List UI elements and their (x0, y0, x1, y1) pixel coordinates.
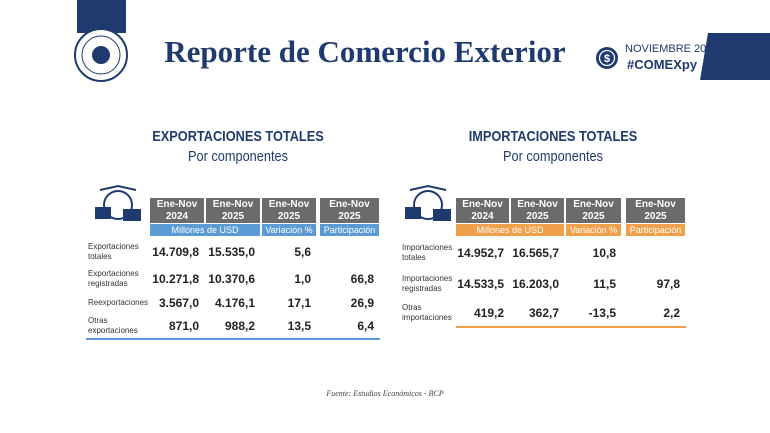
cell-value: 871,0 (168, 318, 199, 333)
cell-value: 10.370,6 (208, 272, 255, 286)
unit-label: Variación % (262, 224, 316, 236)
cell-value: 66,8 (350, 272, 374, 286)
row-label: Importaciones registradas (402, 274, 453, 293)
cell-value: 16.203,0 (512, 277, 559, 291)
row-label: Importaciones totales (402, 243, 453, 262)
report-date: NOVIEMBRE 2025 (625, 43, 719, 55)
cell-value: 26,9 (350, 296, 374, 310)
logo-center (92, 46, 110, 64)
column-header: Ene-Nov 2024 (150, 198, 204, 223)
cell-value: 4.176,1 (214, 296, 255, 310)
cell-value: 16.565,7 (512, 246, 559, 260)
cell-value: 1,0 (294, 272, 311, 286)
cell-value: 362,7 (528, 305, 559, 320)
right-band (700, 33, 770, 80)
cell-value: 3.567,0 (158, 296, 199, 310)
logo-band (77, 0, 126, 33)
column-header: Ene-Nov 2025 (206, 198, 260, 223)
table-rule (86, 338, 380, 340)
cell-value: 17,1 (287, 296, 311, 310)
cell-value: 97,8 (656, 277, 680, 291)
hashtag: #COMEXpy (627, 57, 698, 72)
coin-symbol: $ (604, 53, 610, 65)
cell-value: 6,4 (357, 318, 374, 333)
coin-ring (598, 49, 616, 67)
column-header: Ene-Nov 2025 (262, 198, 316, 223)
export-icon (95, 184, 141, 221)
cell-value: -13,5 (588, 305, 616, 320)
unit-label: Millones de USD (150, 224, 260, 236)
column-header: Ene-Nov 2025 (566, 198, 621, 223)
table-title: EXPORTACIONES TOTALES (152, 128, 324, 145)
cell-value: 419,2 (473, 305, 504, 320)
unit-label: Participación % (320, 224, 379, 247)
cell-value: 5,6 (294, 245, 311, 259)
cell-value: 14.952,7 (457, 246, 504, 260)
cell-value: 14.533,5 (457, 277, 504, 291)
import-icon (405, 184, 451, 221)
column-header: Ene-Nov 2025 (626, 198, 685, 223)
table-rule (456, 326, 686, 328)
cell-value: 15.535,0 (208, 245, 255, 259)
row-label: Otras importaciones (402, 302, 452, 322)
row-label: Exportaciones totales (88, 242, 139, 261)
source-note: Fuente: Estudios Económicos - BCP (326, 389, 444, 398)
cell-value: 2,2 (663, 305, 680, 320)
logo-ring (81, 35, 121, 75)
table-subtitle: Por componentes (503, 148, 603, 165)
cell-value: 14.709,8 (152, 245, 199, 259)
unit-label: Participación % (626, 224, 685, 247)
table-subtitle: Por componentes (188, 148, 288, 165)
column-header: Ene-Nov 2025 (511, 198, 564, 223)
cell-value: 988,2 (224, 318, 255, 333)
column-header: Ene-Nov 2025 (320, 198, 379, 223)
unit-label: Variación % (566, 224, 621, 236)
page-title: Reporte de Comercio Exterior (164, 34, 566, 69)
cell-value: 11,5 (593, 277, 616, 291)
cell-value: 10,8 (592, 246, 616, 260)
table-title: IMPORTACIONES TOTALES (468, 128, 638, 145)
row-label: Exportaciones registradas (88, 269, 139, 288)
cell-value: 13,5 (287, 318, 311, 333)
cell-value: 10.271,8 (152, 272, 199, 286)
row-label: Reexportaciones (88, 298, 149, 307)
unit-label: Millones de USD (456, 224, 564, 236)
row-label: Otras exportaciones (88, 315, 138, 335)
column-header: Ene-Nov 2024 (456, 198, 509, 223)
